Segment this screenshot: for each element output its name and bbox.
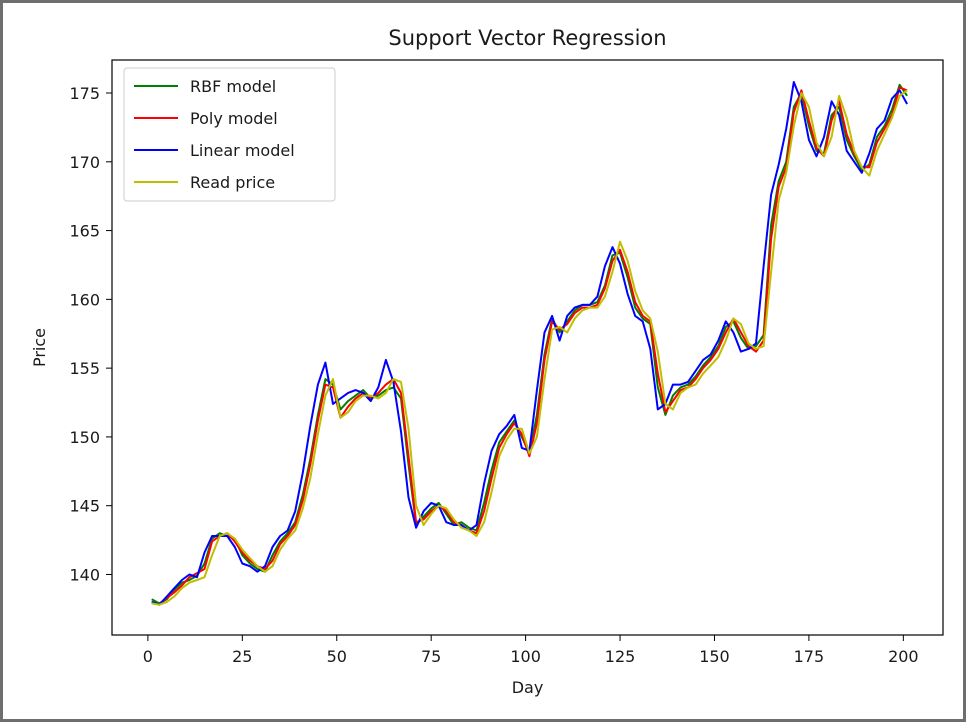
series-layer [151,81,908,606]
x-tick-label: 0 [143,647,153,666]
series-line-1 [151,86,908,606]
y-tick-label: 140 [69,565,100,584]
y-tick-label: 145 [69,497,100,516]
legend-label: RBF model [190,77,276,96]
chart-title: Support Vector Regression [388,26,666,50]
line-chart: 0 25 50 75 100 125 150 175 200 140 145 150 155 160 16… [30,26,944,697]
legend-box [123,67,336,202]
y-axis-label: Price [30,328,49,367]
x-tick-label: 200 [888,647,919,666]
y-tick-label: 175 [69,84,100,103]
legend-label: Linear model [190,141,295,160]
x-axis-label: Day [512,678,544,697]
y-tick-label: 150 [69,428,100,447]
x-tick-label: 125 [605,647,636,666]
x-tick-label: 50 [327,647,347,666]
x-axis: 0 25 50 75 100 125 150 175 200 [143,635,919,666]
y-tick-label: 170 [69,153,100,172]
legend: RBF model Poly model Linear model Read pric… [123,67,336,202]
y-tick-label: 160 [69,290,100,309]
x-tick-label: 150 [699,647,730,666]
y-tick-label: 165 [69,222,100,241]
x-tick-label: 175 [794,647,825,666]
legend-label: Poly model [190,109,278,128]
x-tick-label: 75 [421,647,441,666]
series-line-3 [151,89,908,606]
y-axis: 140 145 150 155 160 165 170 175 [69,84,112,584]
x-tick-label: 25 [232,647,252,666]
y-tick-label: 155 [69,359,100,378]
x-tick-label: 100 [510,647,541,666]
plot-frame [111,59,944,636]
legend-label: Read price [190,173,275,192]
